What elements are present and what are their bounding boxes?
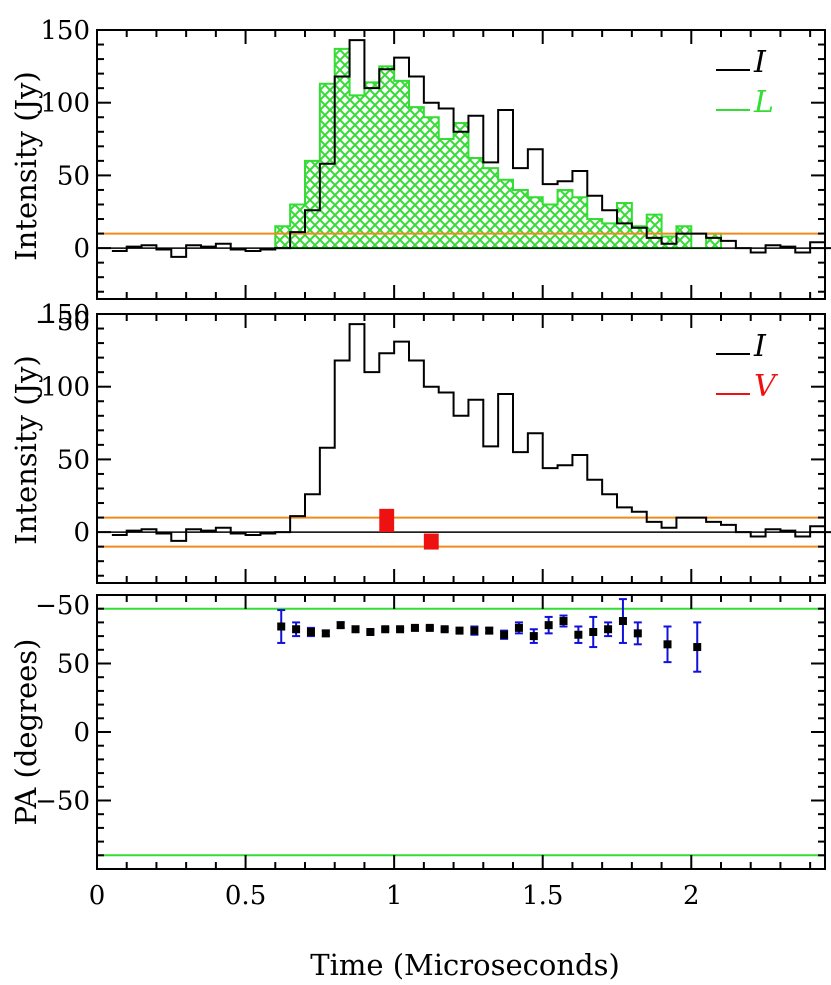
pa-point-18	[544, 621, 553, 630]
pa-point-10	[425, 623, 434, 632]
legend-middle: I V	[716, 329, 779, 404]
legend-label-v-middle: V	[754, 369, 779, 404]
legend-label-l-top: L	[753, 85, 774, 120]
v-bar-1	[423, 533, 439, 550]
x-tick-label: 2	[683, 881, 700, 911]
intensity-linear-panel: −50 0 50 100 150 Intensity (Jy) I L	[9, 16, 831, 337]
pa-point-9	[410, 623, 419, 632]
legend-top: I L	[716, 45, 774, 120]
pa-point-14	[485, 626, 494, 635]
x-tick-label: 1.5	[522, 881, 563, 911]
y-tick-label-top: 100	[40, 89, 90, 119]
y-axis-title-top: Intensity (Jy)	[9, 71, 43, 261]
pa-point-1	[292, 625, 301, 634]
x-tick-label: 1	[386, 881, 403, 911]
pa-point-3	[321, 629, 330, 638]
y-tick-label-bottom: −50	[35, 787, 90, 817]
plot-frame-bottom	[96, 594, 826, 870]
position-angle-panel: −50 0 50 0 0.5 1 1.5 2 PA (degrees) Time (Micro…	[9, 594, 826, 982]
intensity-circular-panel: −50 0 50 100 150 Intensity (Jy) I V	[9, 300, 831, 621]
legend-label-i-top: I	[753, 45, 767, 80]
x-axis-title: Time (Microseconds)	[310, 948, 620, 982]
x-tick-label: 0	[89, 881, 106, 911]
pa-point-26	[693, 643, 702, 652]
pa-point-8	[396, 625, 405, 634]
pa-point-20	[574, 630, 583, 639]
pa-point-17	[529, 632, 538, 641]
y-tick-label-bottom: 0	[73, 718, 90, 748]
pa-point-13	[470, 626, 479, 635]
y-tick-label-top: 150	[40, 16, 90, 46]
y-axis-title-middle: Intensity (Jy)	[9, 355, 43, 545]
legend-label-i-middle: I	[753, 329, 767, 364]
x-tick-label: 0.5	[225, 881, 266, 911]
y-tick-label-middle: 50	[57, 445, 90, 475]
y-tick-label-middle: −50	[35, 591, 90, 621]
pa-point-7	[381, 625, 390, 634]
pa-point-15	[500, 630, 509, 639]
v-bar-0	[379, 508, 395, 533]
pa-point-22	[604, 625, 613, 634]
pa-point-21	[589, 627, 598, 636]
pa-point-16	[514, 623, 523, 632]
pa-point-6	[366, 627, 375, 636]
y-tick-label-middle: 100	[40, 373, 90, 403]
series-i-step-top	[111, 39, 831, 258]
pa-point-25	[663, 640, 672, 649]
pa-point-11	[440, 625, 449, 634]
y-tick-label-bottom: 50	[57, 650, 90, 680]
y-tick-label-middle: 0	[73, 518, 90, 548]
y-tick-label-middle: 150	[40, 300, 90, 330]
pa-point-2	[306, 627, 315, 636]
y-tick-label-top: −50	[35, 307, 90, 337]
pa-point-0	[277, 622, 286, 631]
series-i-step-middle	[111, 323, 831, 542]
pa-point-24	[633, 629, 642, 638]
y-tick-label-top: 0	[73, 234, 90, 264]
pa-point-19	[559, 617, 568, 626]
pa-point-23	[618, 617, 627, 626]
pa-point-5	[351, 625, 360, 634]
y-axis-title-bottom: PA (degrees)	[9, 639, 43, 826]
plot-frame-top	[96, 29, 826, 300]
plot-frame-middle	[96, 313, 826, 584]
pa-point-4	[336, 621, 345, 630]
pa-point-12	[455, 626, 464, 635]
y-tick-label-top: 50	[57, 161, 90, 191]
